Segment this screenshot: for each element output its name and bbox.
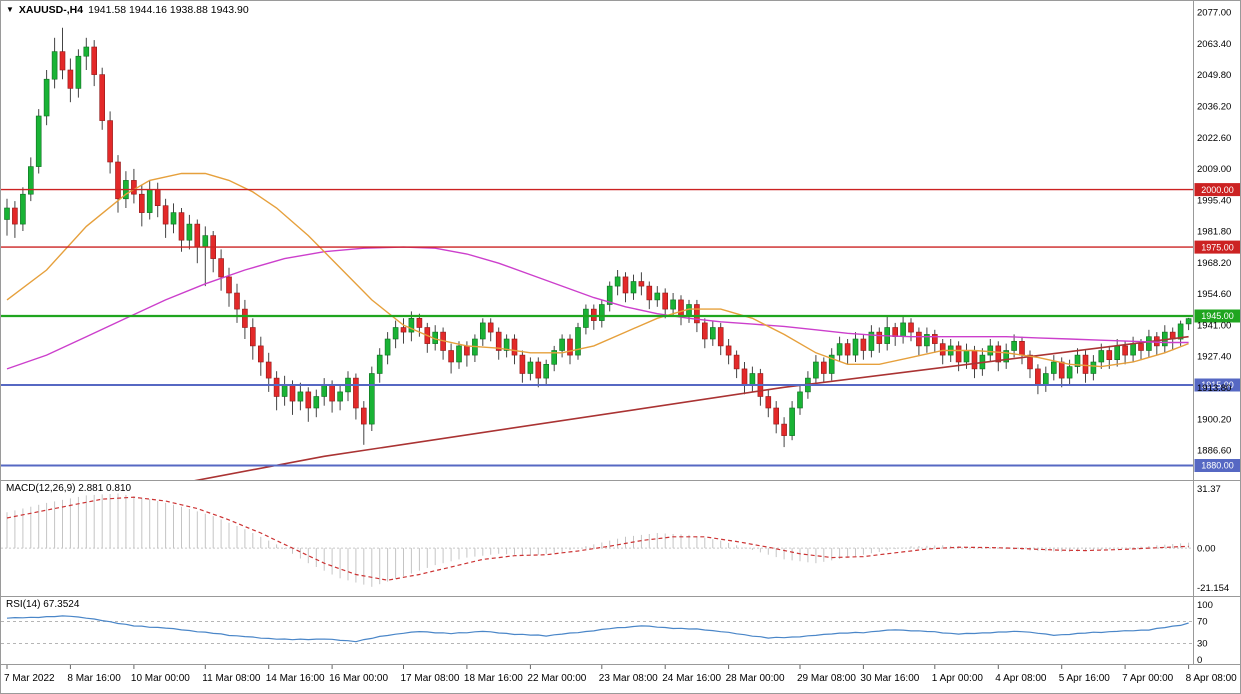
ohlc-quote-values: 1941.58 1944.16 1938.88 1943.90: [88, 4, 249, 16]
time-axis-tick: 7 Mar 2022: [4, 673, 55, 684]
time-axis-tick: 22 Mar 00:00: [527, 673, 586, 684]
price-axis-tick: 2009.00: [1197, 164, 1231, 175]
time-axis[interactable]: 7 Mar 2022 8 Mar 16:00 10 Mar 00:00 11 Mar …: [4, 665, 1237, 684]
price-axis-tick: 2036.20: [1197, 102, 1231, 113]
svg-text:1915.00: 1915.00: [1201, 380, 1234, 390]
price-axis-tick: 1981.80: [1197, 227, 1231, 238]
time-axis-tick: 17 Mar 08:00: [401, 673, 460, 684]
price-axis-tick: 1900.20: [1197, 414, 1231, 425]
svg-text:1975.00: 1975.00: [1201, 242, 1234, 252]
price-axis-tick: 2022.60: [1197, 133, 1231, 144]
macd-axis-tick: 0.00: [1197, 543, 1216, 554]
svg-text:2000.00: 2000.00: [1201, 185, 1234, 195]
time-axis-tick: 8 Apr 08:00: [1186, 673, 1238, 684]
macd-axis-tick: -21.154: [1197, 583, 1229, 594]
time-axis-tick: 11 Mar 08:00: [202, 673, 261, 684]
price-axis-tick: 1968.20: [1197, 258, 1231, 269]
time-axis-tick: 29 Mar 08:00: [797, 673, 856, 684]
time-axis-tick: 23 Mar 08:00: [599, 673, 658, 684]
time-axis-tick: 5 Apr 16:00: [1059, 673, 1111, 684]
time-axis-tick: 28 Mar 00:00: [726, 673, 785, 684]
macd-signal-line: [6, 496, 1189, 581]
support-resistance-levels: 2000.00 1975.00 1945.00 1915.00 1880.00: [1, 183, 1240, 472]
svg-text:1880.00: 1880.00: [1201, 461, 1234, 471]
price-axis-tick: 1941.00: [1197, 320, 1231, 331]
time-axis-tick: 18 Mar 16:00: [464, 673, 523, 684]
svg-text:1945.00: 1945.00: [1201, 311, 1234, 321]
rsi-indicator-label: RSI(14) 67.3524: [6, 599, 80, 610]
macd-histogram: [6, 493, 1190, 587]
rsi-axis[interactable]: 100 70 30 0: [1197, 600, 1213, 666]
time-axis-tick: 1 Apr 00:00: [932, 673, 984, 684]
rsi-axis-tick: 30: [1197, 639, 1208, 650]
time-axis-tick: 24 Mar 16:00: [662, 673, 721, 684]
price-axis-tick: 1886.60: [1197, 446, 1231, 457]
macd-indicator-label: MACD(12,26,9) 2.881 0.810: [6, 483, 132, 494]
rsi-axis-tick: 70: [1197, 617, 1208, 628]
symbol-dropdown-icon[interactable]: ▼: [6, 5, 14, 14]
price-axis-tick: 2077.00: [1197, 8, 1231, 19]
rsi-axis-tick: 0: [1197, 655, 1202, 666]
symbol-timeframe-label: XAUUSD-,H4: [18, 4, 84, 16]
price-axis-tick: 1954.60: [1197, 289, 1231, 300]
level-price-tag: [1194, 240, 1240, 254]
price-axis[interactable]: 2077.00 2063.40 2049.80 2036.20 2022.60 2009.…: [1197, 8, 1231, 457]
level-price-tag: [1194, 309, 1240, 323]
candlesticks: [4, 27, 1192, 448]
time-axis-tick: 7 Apr 00:00: [1122, 673, 1174, 684]
ma-slow-line: [6, 246, 1189, 370]
level-price-tag: [1194, 459, 1240, 472]
level-price-tag: [1194, 378, 1240, 392]
price-axis-tick: 2049.80: [1197, 70, 1231, 81]
quote-bar: ▼ XAUUSD-,H4 1941.58 1944.16 1938.88 194…: [6, 4, 249, 16]
trend-line[interactable]: [7, 335, 1189, 516]
price-axis-tick: 2063.40: [1197, 39, 1231, 50]
price-axis-tick: 1913.80: [1197, 383, 1231, 394]
time-axis-tick: 30 Mar 16:00: [860, 673, 919, 684]
time-axis-tick: 10 Mar 00:00: [131, 673, 190, 684]
macd-axis-tick: 31.37: [1197, 484, 1221, 495]
macd-axis[interactable]: 31.37 0.00 -21.154: [1197, 484, 1229, 594]
ma-fast-line: [6, 172, 1189, 368]
time-axis-tick: 4 Apr 08:00: [995, 673, 1047, 684]
price-axis-tick: 1995.40: [1197, 195, 1231, 206]
price-axis-tick: 1927.40: [1197, 352, 1231, 363]
rsi-axis-tick: 100: [1197, 600, 1213, 611]
rsi-line: [6, 615, 1189, 643]
time-axis-tick: 14 Mar 16:00: [266, 673, 325, 684]
time-axis-tick: 8 Mar 16:00: [67, 673, 121, 684]
level-price-tag: [1194, 183, 1240, 197]
panel-separators: [1, 1, 1240, 665]
time-axis-tick: 16 Mar 00:00: [329, 673, 388, 684]
